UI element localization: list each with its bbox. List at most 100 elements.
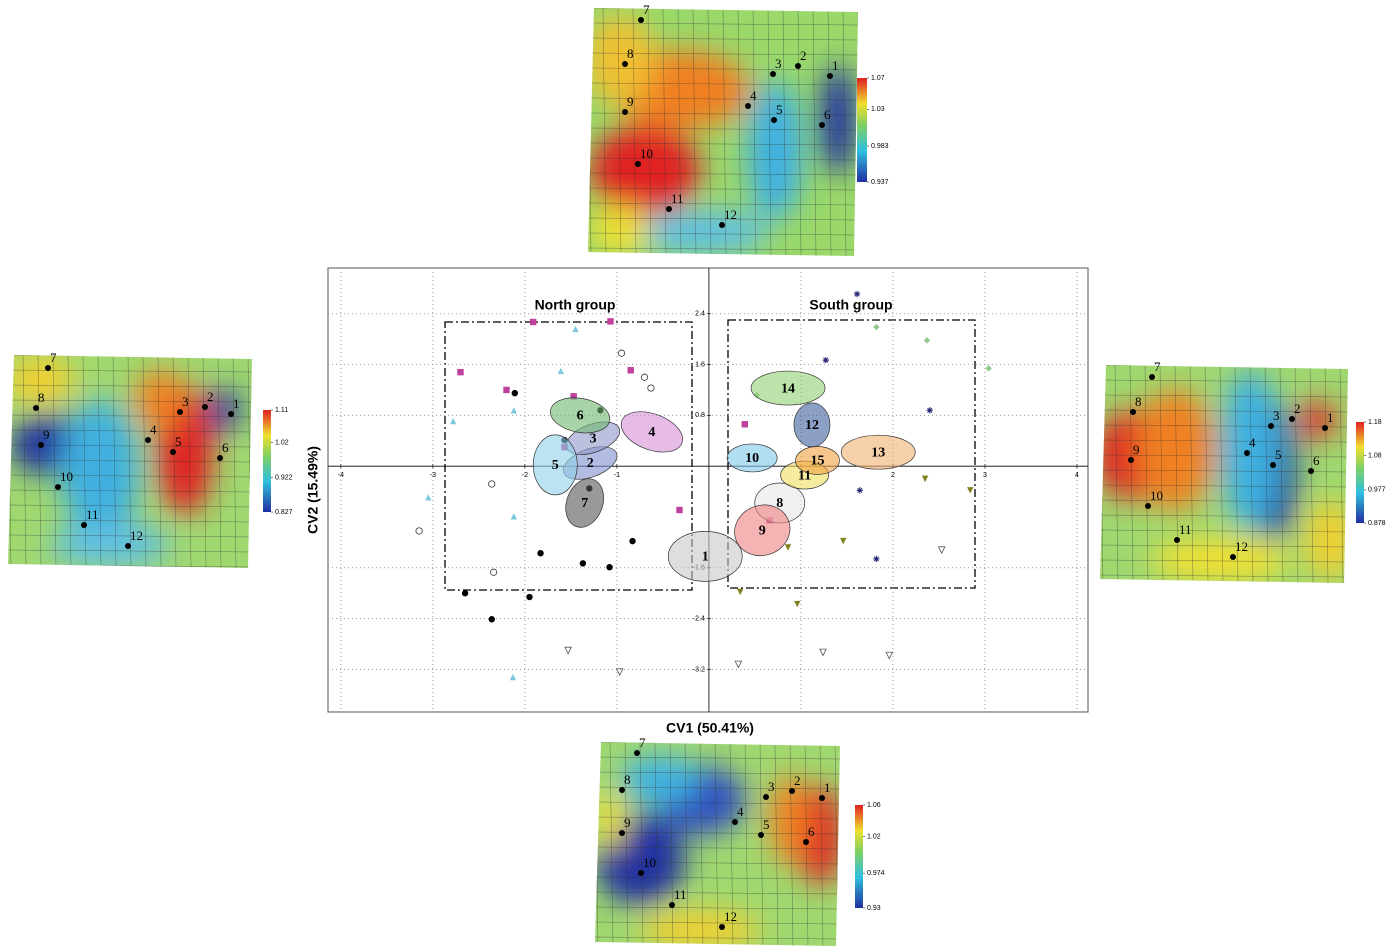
mesh-line bbox=[97, 355, 102, 568]
landmark bbox=[45, 365, 51, 371]
mesh-line bbox=[669, 742, 674, 946]
mesh-line bbox=[714, 742, 719, 946]
point bbox=[840, 537, 847, 545]
landmark bbox=[669, 902, 675, 908]
mesh-line bbox=[1100, 484, 1348, 488]
landmark-label: 11 bbox=[671, 191, 684, 206]
y-tick-label: 0.8 bbox=[695, 412, 705, 419]
landmark-label: 5 bbox=[763, 817, 770, 832]
mesh-line bbox=[1129, 365, 1134, 583]
landmark bbox=[1268, 423, 1274, 429]
landmark-label: 1 bbox=[233, 396, 240, 411]
mesh-line bbox=[677, 8, 682, 256]
point bbox=[509, 673, 517, 681]
mesh-line bbox=[1100, 394, 1348, 398]
landmark bbox=[125, 543, 131, 549]
point bbox=[627, 367, 634, 374]
colorbar-tick-label: 0.977 bbox=[1368, 487, 1386, 494]
colorbar-tick-label: 0.827 bbox=[275, 509, 293, 516]
mesh-line bbox=[157, 355, 162, 568]
landmark-label: 12 bbox=[1235, 539, 1248, 554]
point bbox=[457, 368, 464, 376]
y-tick-label: -2.4 bbox=[693, 615, 705, 622]
mesh-line bbox=[1100, 424, 1348, 428]
mesh-line bbox=[707, 8, 712, 256]
group-label: 11 bbox=[798, 468, 811, 483]
field bbox=[595, 742, 840, 946]
colorbar-tick-label: 0.937 bbox=[871, 179, 889, 186]
landmark bbox=[619, 830, 625, 836]
colorbar-tick-label: 0.974 bbox=[867, 870, 885, 877]
point bbox=[488, 616, 495, 623]
x-axis-label: CV1 (50.41%) bbox=[666, 720, 754, 736]
field-blob bbox=[590, 125, 700, 215]
landmark bbox=[1230, 554, 1236, 560]
field-blob bbox=[620, 755, 700, 805]
point bbox=[425, 494, 432, 501]
landmark-label: 8 bbox=[38, 390, 45, 405]
landmark bbox=[228, 411, 234, 417]
colorbar-tick-label: 0.922 bbox=[275, 475, 293, 482]
landmark-label: 2 bbox=[1294, 401, 1301, 416]
field bbox=[8, 355, 252, 568]
point bbox=[570, 393, 577, 400]
point bbox=[923, 337, 931, 344]
colorbar bbox=[263, 410, 271, 512]
landmark bbox=[622, 61, 628, 67]
field-blob bbox=[50, 523, 170, 567]
colorbar-tick-label: 0.878 bbox=[1368, 520, 1386, 527]
group-ellipse bbox=[726, 443, 778, 473]
mesh-line bbox=[588, 37, 858, 41]
landmark-label: 5 bbox=[175, 434, 182, 449]
mesh-line bbox=[588, 112, 858, 116]
point bbox=[449, 417, 457, 425]
landmark-label: 8 bbox=[627, 46, 634, 61]
mesh-line bbox=[1264, 365, 1269, 583]
colorbar-tick-label: 1.18 bbox=[1368, 419, 1382, 426]
landmark bbox=[758, 832, 764, 838]
landmark-label: 11 bbox=[674, 887, 687, 902]
landmark-label: 6 bbox=[222, 440, 229, 455]
mesh-line bbox=[1100, 454, 1348, 458]
mesh-line bbox=[1100, 529, 1348, 533]
plot-frame bbox=[327, 267, 1089, 713]
mesh-line bbox=[819, 742, 824, 946]
landmark-label: 1 bbox=[832, 58, 839, 73]
mesh-line bbox=[8, 534, 252, 538]
group-label: 5 bbox=[552, 458, 559, 473]
landmark bbox=[619, 787, 625, 793]
colorbar-tick-label: 1.02 bbox=[275, 439, 289, 446]
mesh-line bbox=[1234, 365, 1239, 583]
landmark bbox=[1308, 468, 1314, 474]
landmark-label: 7 bbox=[643, 2, 650, 17]
landmark bbox=[719, 222, 725, 228]
x-tick-label: 2 bbox=[891, 472, 895, 479]
group-label: 2 bbox=[587, 456, 594, 471]
point bbox=[885, 651, 894, 660]
colorbar bbox=[857, 78, 867, 182]
point bbox=[564, 646, 572, 655]
mesh-line bbox=[1204, 365, 1209, 583]
landmark-label: 6 bbox=[1313, 453, 1320, 468]
landmark bbox=[732, 819, 738, 825]
point bbox=[510, 407, 518, 414]
mesh-line bbox=[67, 355, 72, 568]
landmark bbox=[638, 870, 644, 876]
mesh-line bbox=[595, 891, 840, 895]
mesh-line bbox=[8, 474, 252, 478]
landmark bbox=[145, 437, 151, 443]
field-blob bbox=[640, 910, 760, 946]
mesh-line bbox=[588, 247, 858, 251]
mesh-line bbox=[588, 22, 858, 26]
point bbox=[734, 660, 743, 669]
mesh-line bbox=[722, 8, 727, 256]
point bbox=[985, 365, 992, 372]
landmark bbox=[819, 795, 825, 801]
landmark bbox=[81, 522, 87, 528]
field-blob bbox=[135, 370, 185, 430]
point bbox=[511, 389, 518, 397]
point bbox=[510, 513, 518, 520]
mesh-line bbox=[617, 8, 622, 256]
